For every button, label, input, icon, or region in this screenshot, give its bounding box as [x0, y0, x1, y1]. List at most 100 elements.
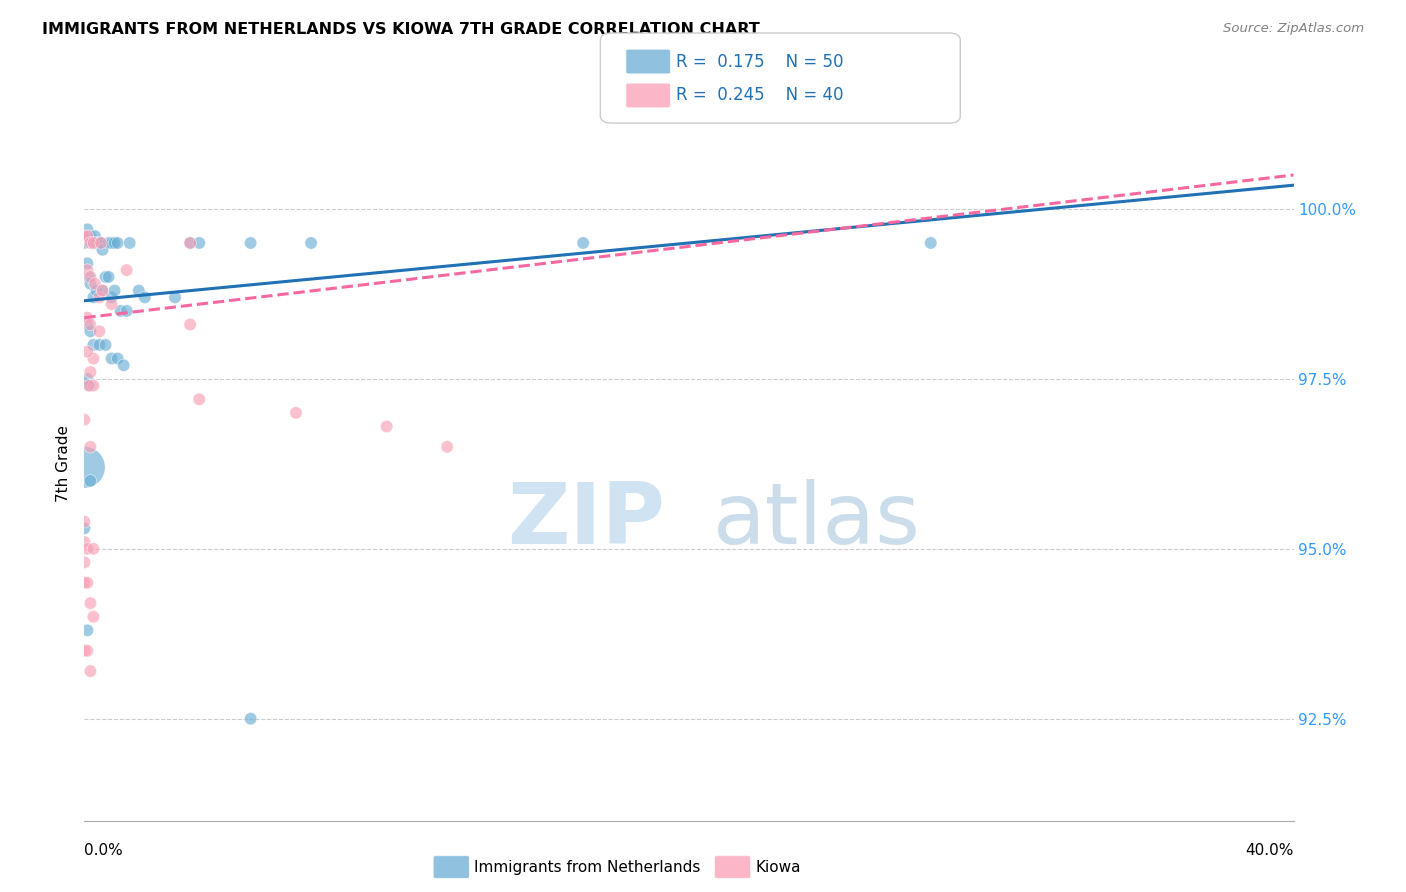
Point — [77, 269, 100, 284]
Point — [97, 269, 120, 284]
Point — [188, 392, 211, 407]
Point — [165, 290, 187, 304]
Point — [91, 243, 114, 257]
Point — [73, 235, 96, 250]
Point — [100, 351, 122, 366]
Text: R =  0.175    N = 50: R = 0.175 N = 50 — [676, 53, 844, 70]
Point — [76, 624, 98, 638]
Point — [82, 235, 104, 250]
Point — [79, 277, 101, 291]
Point — [128, 284, 150, 298]
Point — [79, 365, 101, 379]
Y-axis label: 7th Grade: 7th Grade — [56, 425, 72, 502]
Point — [76, 222, 98, 236]
Point — [84, 277, 107, 291]
Point — [90, 235, 112, 250]
Point — [82, 609, 104, 624]
Point — [79, 318, 101, 332]
Point — [97, 235, 120, 250]
Point — [76, 344, 98, 359]
Point — [179, 318, 201, 332]
Point — [82, 378, 104, 392]
Point — [239, 712, 262, 726]
Point — [375, 419, 398, 434]
Point — [79, 324, 101, 338]
Point — [82, 290, 104, 304]
Point — [115, 263, 138, 277]
Point — [73, 644, 96, 658]
Point — [76, 263, 98, 277]
Point — [100, 297, 122, 311]
Point — [73, 521, 96, 535]
Point — [89, 290, 111, 304]
Point — [77, 378, 100, 392]
Text: ZIP: ZIP — [508, 479, 665, 563]
Text: 40.0%: 40.0% — [1246, 843, 1294, 858]
Point — [73, 555, 96, 569]
Text: Kiowa: Kiowa — [755, 860, 800, 874]
Point — [91, 284, 114, 298]
Point — [79, 378, 101, 392]
Point — [73, 575, 96, 590]
Point — [73, 229, 96, 244]
Text: Source: ZipAtlas.com: Source: ZipAtlas.com — [1223, 22, 1364, 36]
Point — [76, 229, 98, 244]
Point — [179, 235, 201, 250]
Point — [73, 412, 96, 426]
Text: 0.0%: 0.0% — [84, 843, 124, 858]
Point — [76, 256, 98, 270]
Point — [86, 284, 108, 298]
Point — [134, 290, 156, 304]
Text: atlas: atlas — [713, 479, 921, 563]
Point — [107, 351, 129, 366]
Point — [76, 541, 98, 556]
Point — [299, 235, 322, 250]
Point — [73, 535, 96, 549]
Point — [89, 338, 111, 352]
Point — [91, 284, 114, 298]
Point — [188, 235, 211, 250]
Point — [920, 235, 942, 250]
Text: IMMIGRANTS FROM NETHERLANDS VS KIOWA 7TH GRADE CORRELATION CHART: IMMIGRANTS FROM NETHERLANDS VS KIOWA 7TH… — [42, 22, 759, 37]
Point — [179, 235, 201, 250]
Point — [110, 304, 132, 318]
Point — [285, 406, 308, 420]
Point — [79, 596, 101, 610]
Point — [84, 229, 107, 244]
Point — [94, 269, 117, 284]
Point — [89, 324, 111, 338]
Point — [82, 235, 104, 250]
Point — [239, 235, 262, 250]
Point — [107, 235, 129, 250]
Point — [76, 575, 98, 590]
Point — [79, 474, 101, 488]
Point — [86, 235, 108, 250]
Text: R =  0.245    N = 40: R = 0.245 N = 40 — [676, 87, 844, 104]
Point — [100, 235, 122, 250]
Point — [104, 284, 127, 298]
Point — [572, 235, 595, 250]
Point — [82, 541, 104, 556]
Point — [79, 664, 101, 678]
Point — [89, 235, 111, 250]
Point — [76, 310, 98, 325]
Point — [79, 440, 101, 454]
Point — [104, 235, 127, 250]
Point — [90, 235, 112, 250]
Point — [73, 515, 96, 529]
Point — [94, 338, 117, 352]
Point — [79, 229, 101, 244]
Point — [115, 304, 138, 318]
Text: Immigrants from Netherlands: Immigrants from Netherlands — [474, 860, 700, 874]
Point — [76, 372, 98, 386]
Point — [82, 338, 104, 352]
Point — [112, 359, 135, 373]
Point — [118, 235, 141, 250]
Point — [73, 460, 96, 475]
Point — [82, 351, 104, 366]
Point — [76, 318, 98, 332]
Point — [79, 269, 101, 284]
Point — [79, 235, 101, 250]
Point — [436, 440, 458, 454]
Point — [100, 290, 122, 304]
